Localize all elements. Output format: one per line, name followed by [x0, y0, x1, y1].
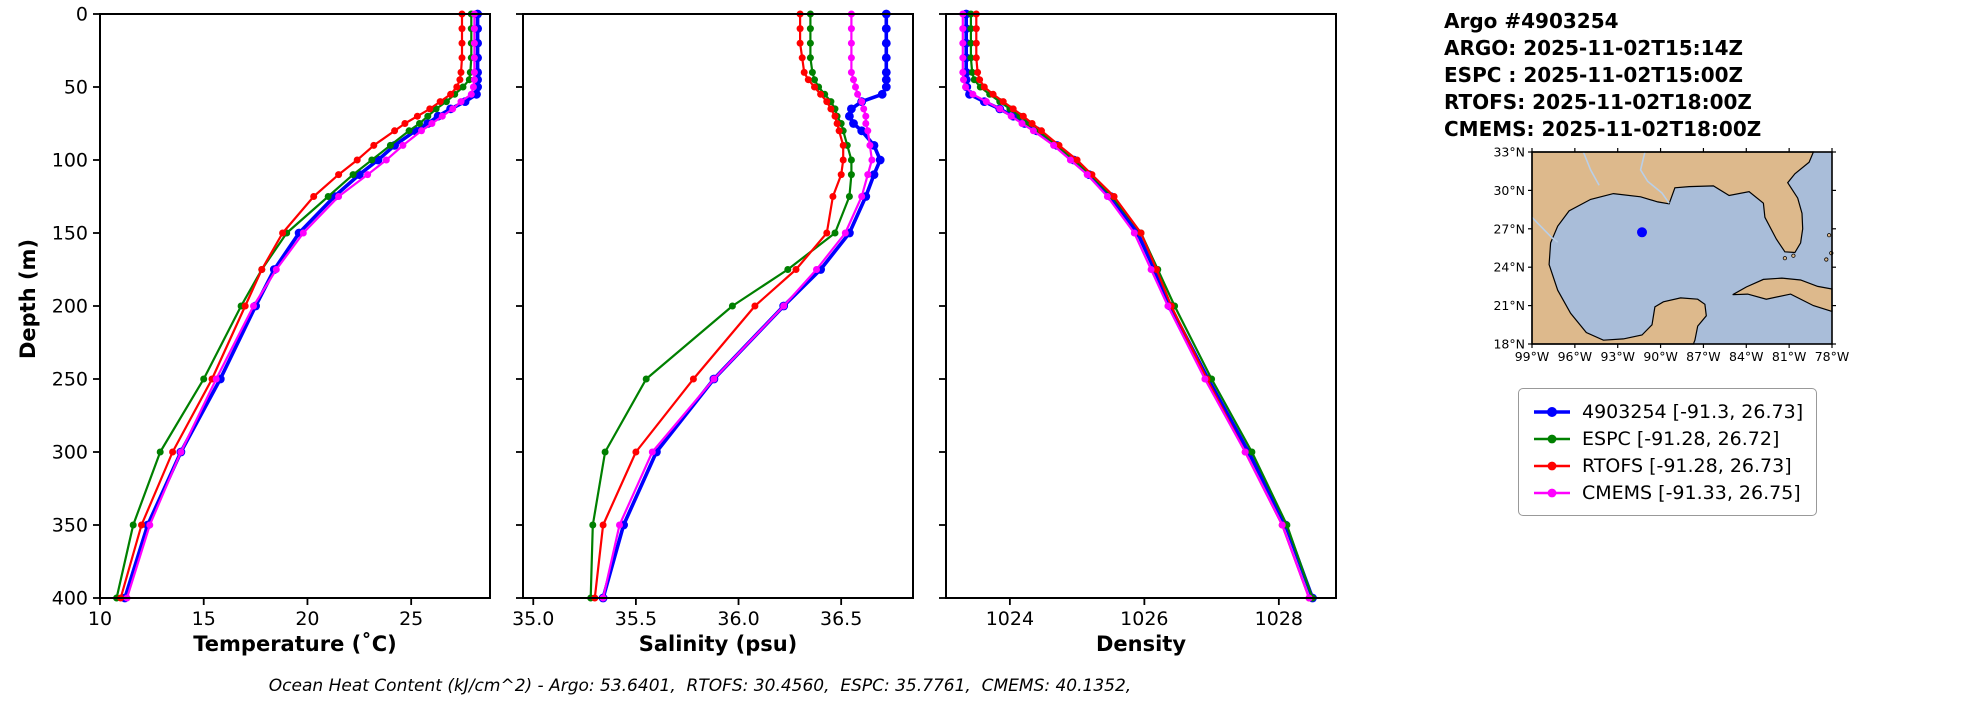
x-tick-label: 36.5 [820, 608, 862, 630]
espc-timestamp: ESPC : 2025-11-02T15:00Z [1444, 63, 1744, 87]
x-tick-label: 1028 [1255, 608, 1303, 630]
legend-label: ESPC [-91.28, 26.72] [1582, 427, 1780, 450]
float-title: Argo #4903254 [1444, 9, 1619, 33]
series-4903254 [120, 9, 482, 603]
legend-item-4903254: 4903254 [-91.3, 26.73] [1532, 398, 1803, 425]
map-island [1782, 256, 1787, 261]
legend-item-rtofs: RTOFS [-91.28, 26.73] [1532, 452, 1803, 479]
y-tick-label: 100 [52, 150, 88, 172]
density-axis-label: Density [1095, 632, 1187, 656]
panel-density: 1024 1026 1028 [939, 9, 1337, 630]
legend-label: RTOFS [-91.28, 26.73] [1582, 454, 1792, 477]
map-island [1826, 233, 1832, 238]
plot-frame [99, 13, 491, 599]
series-CMEMS [599, 10, 876, 602]
map-lat-label: 18°N [1493, 337, 1525, 352]
map-lat-label: 27°N [1493, 221, 1525, 236]
map-lat-label: 24°N [1493, 260, 1525, 275]
rtofs-line-marker-icon [1534, 461, 1570, 470]
map-river [1582, 151, 1600, 186]
plot-frame [945, 13, 1337, 599]
map-island [1824, 257, 1829, 262]
cmems-line-marker-icon [1534, 488, 1570, 497]
map-frame [1531, 151, 1833, 345]
ocean-heat-content-note: Ocean Heat Content (kJ/cm^2) - Argo: 53.… [268, 676, 1132, 696]
salinity-axis-label: Salinity (psu) [638, 632, 798, 656]
y-tick-label: 50 [64, 77, 88, 99]
y-tick-label: 150 [52, 223, 88, 245]
series-4903254 [598, 9, 891, 603]
series-RTOFS [117, 10, 466, 602]
legend-item-cmems: CMEMS [-91.33, 26.75] [1532, 479, 1803, 506]
temperature-axis-label: Temperature (˚C) [193, 632, 397, 656]
x-tick-label: 36.0 [717, 608, 759, 630]
series-ESPC [967, 10, 1316, 602]
map-lon-label: 96°W [1558, 349, 1593, 364]
argo-timestamp: ARGO: 2025-11-02T15:14Z [1444, 36, 1743, 60]
map-lon-label: 81°W [1772, 349, 1807, 364]
header-info-block: Argo #4903254 ARGO: 2025-11-02T15:14Z ES… [1444, 8, 1761, 143]
y-tick-label: 0 [76, 4, 88, 26]
x-tick-label: 10 [88, 608, 112, 630]
map-lat-label: 30°N [1493, 183, 1525, 198]
x-tick-label: 35.5 [615, 608, 657, 630]
y-tick-label: 200 [52, 296, 88, 318]
profile-figure: Depth (m) 0 50 100 150 200 250 300 350 400 10 15 20… [16, 4, 1337, 696]
x-tick-label: 1026 [1120, 608, 1168, 630]
y-tick-label: 300 [52, 442, 88, 464]
legend-label: 4903254 [-91.3, 26.73] [1582, 400, 1804, 423]
map-river [1531, 216, 1559, 243]
argo-line-marker-icon [1534, 406, 1570, 417]
series-CMEMS [959, 10, 1313, 602]
map-lon-label: 84°W [1729, 349, 1764, 364]
panel-salinity: 35.0 35.5 36.0 36.5 [512, 9, 914, 630]
map-lon-label: 87°W [1686, 349, 1721, 364]
map-lat-label: 21°N [1493, 298, 1525, 313]
series-4903254 [961, 9, 1317, 603]
legend-box: 4903254 [-91.3, 26.73] ESPC [-91.28, 26.… [1518, 388, 1818, 516]
map-river [1639, 151, 1670, 204]
series-RTOFS [591, 10, 847, 602]
map-lon-label: 90°W [1643, 349, 1678, 364]
espc-line-marker-icon [1534, 434, 1570, 443]
plot-frame [522, 13, 914, 599]
depth-axis-label: Depth (m) [16, 238, 40, 360]
legend-label: CMEMS [-91.33, 26.75] [1582, 481, 1801, 504]
map-lon-label: 99°W [1515, 349, 1550, 364]
info-sidebar: Argo #4903254 ARGO: 2025-11-02T15:14Z ES… [1400, 0, 1967, 712]
x-tick-label: 35.0 [512, 608, 554, 630]
x-tick-label: 1024 [986, 608, 1034, 630]
legend-item-espc: ESPC [-91.28, 26.72] [1532, 425, 1803, 452]
rtofs-timestamp: RTOFS: 2025-11-02T18:00Z [1444, 90, 1752, 114]
x-tick-label: 20 [295, 608, 319, 630]
x-tick-label: 15 [192, 608, 216, 630]
cmems-timestamp: CMEMS: 2025-11-02T18:00Z [1444, 117, 1762, 141]
map-island [1791, 253, 1796, 258]
y-tick-label: 250 [52, 369, 88, 391]
x-tick-label: 25 [399, 608, 423, 630]
map-lon-label: 78°W [1815, 349, 1850, 364]
series-ESPC [113, 10, 475, 602]
map-lat-label: 33°N [1493, 146, 1525, 160]
float-location-marker [1637, 227, 1647, 238]
gulf-of-mexico-map: 99°W 96°W 93°W 90°W 87°W 84°W 81°W 78°W 33°N 30°N… [1493, 146, 1850, 364]
map-land-mainland [1531, 151, 1815, 345]
y-tick-label: 350 [52, 515, 88, 537]
map-lon-label: 93°W [1600, 349, 1635, 364]
y-tick-label: 400 [52, 588, 88, 610]
series-CMEMS [123, 10, 478, 602]
series-RTOFS [972, 10, 1313, 602]
